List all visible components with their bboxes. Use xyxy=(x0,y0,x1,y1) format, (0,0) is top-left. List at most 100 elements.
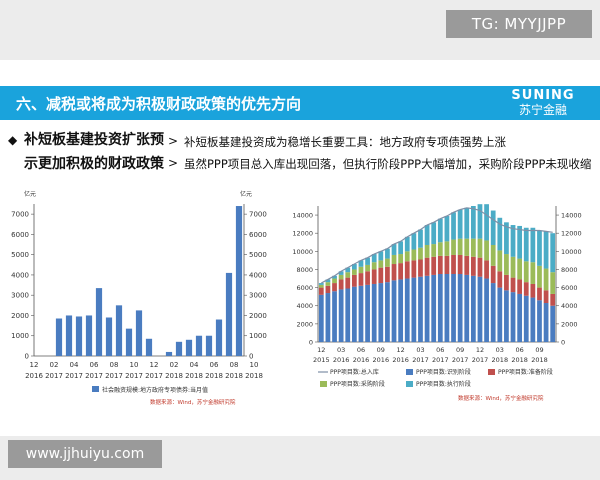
stacked-bar-segment xyxy=(523,282,529,296)
stacked-bar-segment xyxy=(391,254,397,265)
stacked-bar-segment xyxy=(510,256,516,278)
x-tick-year: 2018 xyxy=(245,372,263,380)
stacked-bar-segment xyxy=(464,238,470,256)
x-tick-year: 2017 xyxy=(472,356,489,364)
stacked-bar-segment xyxy=(371,269,377,284)
y-tick-label-right: 0 xyxy=(249,353,253,361)
stacked-bar-segment xyxy=(477,276,483,342)
bar xyxy=(215,319,223,356)
stacked-bar-segment xyxy=(398,263,404,280)
total-line xyxy=(321,207,553,284)
x-tick-year: 2016 xyxy=(373,356,390,364)
y-tick-label-right: 14000 xyxy=(561,212,582,220)
stacked-bar-segment xyxy=(325,293,331,342)
y-tick-label-right: 6000 xyxy=(561,284,578,292)
bar xyxy=(85,315,93,356)
legend-label: PPP项目数:总入库 xyxy=(330,368,379,376)
y-tick-label-left: 3000 xyxy=(11,292,29,300)
stacked-bar-segment xyxy=(437,242,443,256)
stacked-bar-segment xyxy=(365,257,370,265)
stacked-bar-segment xyxy=(378,251,384,261)
stacked-bar-segment xyxy=(510,292,516,342)
stacked-bar-segment xyxy=(504,222,509,255)
stacked-bar-segment xyxy=(345,267,351,273)
stacked-bar-segment xyxy=(424,244,430,258)
stacked-bar-segment xyxy=(451,254,456,274)
bar xyxy=(95,288,103,356)
stacked-bar-segment xyxy=(338,289,344,342)
x-tick-month: 04 xyxy=(70,361,79,369)
stacked-bar-segment xyxy=(385,248,390,259)
y-tick-label-right: 7000 xyxy=(249,211,267,219)
brand-logo-text: SUNING xyxy=(511,88,575,103)
stacked-bar-segment xyxy=(464,207,470,239)
bar xyxy=(165,351,173,356)
stacked-bar-segment xyxy=(437,255,443,274)
bar xyxy=(125,328,133,356)
stacked-bar-segment xyxy=(358,266,364,274)
legend-label: PPP项目数:识别阶段 xyxy=(416,368,471,376)
stacked-bar-segment xyxy=(550,233,556,273)
legend-label: PPP项目数:执行阶段 xyxy=(416,380,471,388)
chevron-right-icon: > xyxy=(168,134,179,148)
stacked-bar-segment xyxy=(411,233,417,250)
y-tick-label-right: 6000 xyxy=(249,231,267,239)
x-tick-year: 2018 xyxy=(185,372,203,380)
x-tick-month: 09 xyxy=(456,346,464,354)
x-tick-month: 10 xyxy=(130,361,139,369)
y-tick-label-right: 4000 xyxy=(561,302,578,310)
legend-label: PPP项目数:准备阶段 xyxy=(498,368,553,376)
stacked-bar-segment xyxy=(537,265,542,288)
bar xyxy=(175,341,183,356)
y-tick-label-left: 6000 xyxy=(296,284,313,292)
x-tick-year: 2017 xyxy=(412,356,429,364)
y-tick-label-left: 12000 xyxy=(292,230,313,238)
bar xyxy=(75,316,83,356)
x-tick-month: 12 xyxy=(317,346,325,354)
stacked-bar-segment xyxy=(457,254,463,274)
x-tick-year: 2017 xyxy=(452,356,469,364)
stacked-bar-segment xyxy=(378,260,384,268)
x-tick-month: 06 xyxy=(515,346,523,354)
stacked-bar-segment xyxy=(484,278,489,342)
stacked-bar-segment xyxy=(550,305,556,342)
point-1: 补短板基建投资成为稳增长重要工具：地方政府专项债强势上涨 xyxy=(184,135,506,149)
left-heading: 补短板基建投资扩张预示更加积极的财政政策 xyxy=(24,132,164,172)
y-tick-label-right: 2000 xyxy=(561,320,578,328)
stacked-bar-segment xyxy=(351,286,357,342)
watermark-top: TG: MYYJJPP xyxy=(446,10,592,38)
stacked-bar-segment xyxy=(325,282,331,286)
x-tick-year: 2018 xyxy=(531,356,548,364)
chart-special-bond: 亿元 亿元 0 0 1000 1000 2000 2000 3000 3000 4000 4000 50… xyxy=(11,190,267,406)
stacked-bar-segment xyxy=(358,285,364,342)
stacked-bar-segment xyxy=(537,287,542,301)
x-tick-month: 06 xyxy=(90,361,99,369)
stacked-bar-segment xyxy=(497,271,503,288)
stacked-bar-segment xyxy=(325,279,331,283)
x-tick-year: 2018 xyxy=(205,372,223,380)
stacked-bar-segment xyxy=(543,231,549,269)
stacked-bar-segment xyxy=(411,277,417,342)
stacked-bar-segment xyxy=(543,290,549,304)
stacked-bar-segment xyxy=(418,247,423,260)
stacked-bar-segment xyxy=(431,244,437,257)
stacked-bar-segment xyxy=(510,225,516,257)
x-tick-year: 2017 xyxy=(432,356,449,364)
watermark-bottom: www.jjhuiyu.com xyxy=(8,440,162,468)
bar xyxy=(65,315,73,356)
legend-swatch xyxy=(488,369,495,375)
diamond-bullet-icon: ◆ xyxy=(8,133,18,147)
stacked-bar-segment xyxy=(398,279,404,342)
x-tick-year: 2015 xyxy=(313,356,330,364)
stacked-bar-segment xyxy=(332,278,337,284)
stacked-bar-segment xyxy=(543,303,549,342)
stacked-bar-segment xyxy=(457,238,463,255)
y-tick-label-left: 7000 xyxy=(11,211,29,219)
x-tick-month: 02 xyxy=(50,361,59,369)
stacked-bar-segment xyxy=(444,255,450,274)
y-tick-label-left: 0 xyxy=(25,353,29,361)
stacked-bar-segment xyxy=(490,210,496,245)
x-tick-month: 02 xyxy=(170,361,179,369)
x-tick-month: 06 xyxy=(357,346,365,354)
stacked-bar-segment xyxy=(523,227,529,262)
